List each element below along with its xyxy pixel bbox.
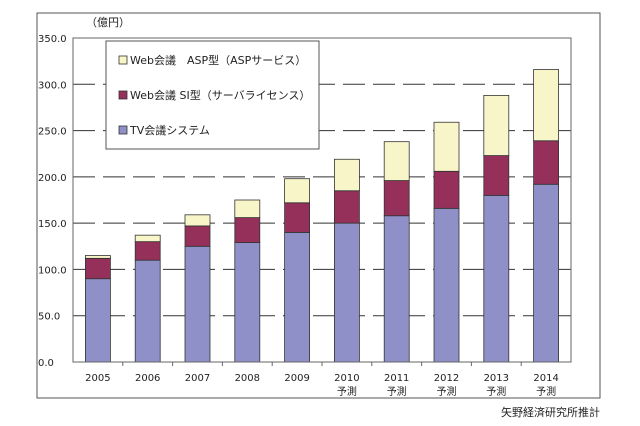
bar-segment-2-2012 [433, 121, 460, 172]
bar-segment-2-2014 [533, 69, 559, 142]
x-tick-label: 2009 [284, 373, 309, 384]
bar-segment-0-2011 [383, 215, 410, 363]
legend-swatch [118, 125, 128, 135]
bar-segment-2-2008 [234, 199, 261, 218]
y-tick-label: 150.0 [38, 219, 67, 230]
y-tick-label: 0.0 [38, 358, 54, 369]
x-tick-sublabel: 予測 [536, 385, 556, 398]
x-tick-label: 2007 [185, 373, 210, 384]
bar-segment-1-2010 [333, 190, 360, 224]
bar-segment-1-2013 [483, 155, 510, 196]
bar-segment-0-2007 [184, 245, 211, 363]
bar-segment-1-2007 [184, 225, 211, 247]
x-tick-sublabel: 予測 [387, 385, 407, 398]
legend-label: TV会議システム [129, 123, 210, 137]
bar-segment-0-2013 [483, 194, 510, 363]
chart-frame [36, 12, 601, 399]
bar-segment-0-2012 [433, 207, 460, 363]
x-tick-label: 2010 [334, 373, 359, 384]
bar-segment-0-2009 [284, 231, 311, 363]
bar-segment-0-2010 [333, 222, 360, 363]
legend-swatch [118, 55, 128, 65]
y-tick-label: 100.0 [38, 265, 67, 276]
legend-swatch [118, 90, 128, 100]
bar-segment-1-2006 [134, 241, 161, 261]
y-tick-label: 350.0 [38, 34, 67, 45]
bar-segment-2-2009 [284, 178, 311, 204]
bar-segment-1-2011 [383, 180, 410, 217]
x-tick-label: 2006 [135, 373, 160, 384]
y-tick-label: 200.0 [38, 173, 67, 184]
bar-segment-1-2005 [85, 257, 111, 280]
bar-segment-0-2008 [234, 242, 261, 363]
y-tick-label: 300.0 [38, 80, 67, 91]
x-tick-label: 2014 [533, 373, 558, 384]
x-tick-label: 2011 [384, 373, 409, 384]
legend: Web会議 ASP型（ASPサービス） Web会議 SI型（サーバライセンス） TV… [105, 40, 320, 150]
bar-segment-1-2009 [284, 202, 311, 233]
bar-segment-2-2007 [184, 214, 211, 227]
bar-segment-0-2006 [134, 259, 161, 363]
x-tick-label: 2013 [484, 373, 509, 384]
bar-segment-2-2005 [85, 255, 111, 259]
unit-label: （億円） [86, 16, 130, 29]
bar-segment-0-2014 [533, 183, 559, 363]
bar-segment-2-2011 [383, 141, 410, 181]
bar-segment-0-2005 [85, 278, 111, 363]
x-tick-sublabel: 予測 [437, 385, 457, 398]
bar-segment-1-2014 [533, 140, 559, 185]
bar-segment-2-2013 [483, 94, 510, 156]
x-tick-sublabel: 予測 [486, 385, 506, 398]
legend-label: Web会議 SI型（サーバライセンス） [130, 88, 310, 102]
y-tick-label: 50.0 [38, 312, 60, 323]
bar-segment-2-2010 [333, 158, 360, 192]
x-tick-label: 2005 [85, 373, 110, 384]
y-tick-label: 250.0 [38, 127, 67, 138]
x-tick-label: 2012 [434, 373, 459, 384]
legend-label: Web会議 ASP型（ASPサービス） [130, 53, 306, 67]
source-note: 矢野経済研究所推計 [501, 405, 600, 419]
bar-segment-1-2008 [234, 217, 261, 243]
bar-segment-1-2012 [433, 170, 460, 209]
x-tick-sublabel: 予測 [337, 385, 357, 398]
x-tick-label: 2008 [235, 373, 260, 384]
bar-segment-2-2006 [134, 234, 161, 243]
